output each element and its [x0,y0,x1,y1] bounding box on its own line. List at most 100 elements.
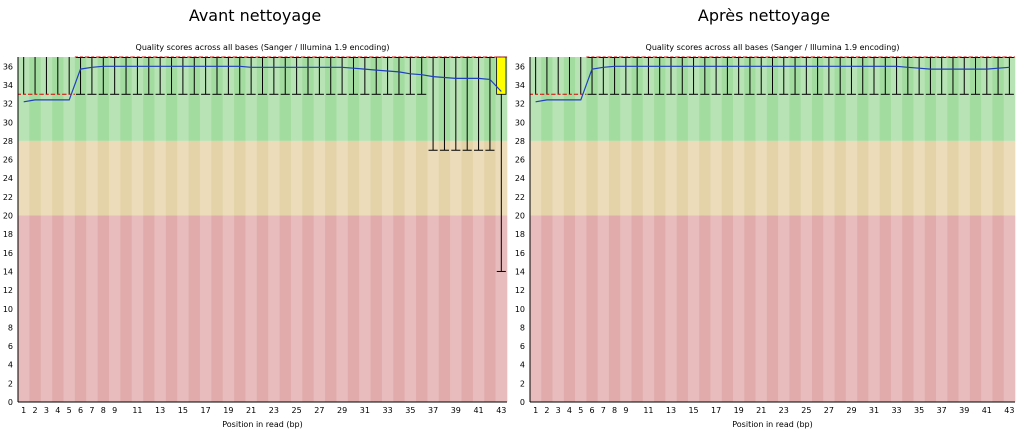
zone-good-stripe [234,57,246,141]
zone-poor-stripe [981,215,993,402]
y-tick-label: 26 [515,156,525,165]
zone-good-stripe [108,57,121,141]
x-tick-label: 35 [405,406,415,415]
zone-poor-stripe [992,215,1005,402]
zone-good-stripe [40,57,53,141]
x-tick-label: 33 [382,406,392,415]
zone-reasonable-stripe [699,140,711,216]
quality-chart-before: Quality scores across all bases (Sanger … [3,43,508,429]
x-tick-label: 23 [269,406,279,415]
zone-reasonable-stripe [586,140,598,216]
zone-good-stripe [699,57,711,141]
zone-poor-stripe [676,215,689,402]
x-tick-label: 8 [101,406,106,415]
zone-poor-stripe [687,215,700,402]
zone-poor-stripe [302,215,314,402]
zone-good-stripe [845,57,858,141]
zone-good-stripe [97,57,110,141]
zone-poor-stripe [370,215,383,402]
zone-poor-stripe [552,215,565,402]
zone-poor-stripe [131,215,144,402]
y-tick-label: 28 [3,137,13,146]
zone-reasonable-stripe [97,140,110,216]
zone-poor-stripe [290,215,303,402]
zone-poor-stripe [845,215,858,402]
zone-poor-stripe [924,215,937,402]
zone-poor-stripe [654,215,666,402]
x-tick-label: 7 [89,406,94,415]
x-tick-label: 13 [155,406,165,415]
zone-reasonable-stripe [245,140,258,216]
zone-poor-stripe [778,215,790,402]
x-tick-label: 8 [612,406,617,415]
zone-reasonable-stripe [325,140,337,216]
zone-good-stripe [981,57,993,141]
zone-good-stripe [290,57,303,141]
zone-reasonable-stripe [450,140,462,216]
zone-reasonable-stripe [461,140,474,216]
zone-good-stripe [131,57,144,141]
x-tick-label: 39 [451,406,461,415]
x-tick-label: 4 [567,406,572,415]
y-tick-label: 12 [515,286,525,295]
panel-heading: Après nettoyage [697,6,831,25]
zone-reasonable-stripe [642,140,655,216]
zone-poor-stripe [108,215,121,402]
zone-poor-stripe [222,215,235,402]
x-tick-label: 5 [578,406,583,415]
zone-reasonable-stripe [52,140,64,216]
zone-poor-stripe [427,215,440,402]
x-tick-label: 21 [246,406,256,415]
zone-good-stripe [120,57,133,141]
x-tick-label: 15 [688,406,698,415]
x-tick-label: 6 [78,406,83,415]
zone-poor-stripe [597,215,610,402]
y-tick-label: 28 [515,137,525,146]
zone-reasonable-stripe [393,140,405,216]
zone-good-stripe [211,57,223,141]
x-tick-label: 3 [556,406,561,415]
x-axis-label: Position in read (bp) [732,420,812,429]
zone-good-stripe [642,57,655,141]
zone-good-stripe [992,57,1005,141]
panel-before-cleaning: Avant nettoyage Quality scores across al… [3,6,508,429]
x-tick-label: 3 [44,406,49,415]
zone-good-stripe [755,57,768,141]
zone-poor-stripe [268,215,280,402]
zone-reasonable-stripe [845,140,858,216]
zone-good-stripe [541,57,553,141]
zone-poor-stripe [336,215,349,402]
x-tick-label: 1 [21,406,26,415]
y-tick-label: 20 [3,212,13,221]
y-tick-label: 14 [515,267,525,276]
x-tick-label: 6 [589,406,594,415]
x-tick-label: 37 [428,406,438,415]
zone-poor-stripe [199,215,212,402]
y-tick-label: 36 [515,62,525,71]
zone-reasonable-stripe [755,140,768,216]
zone-reasonable-stripe [211,140,223,216]
zone-reasonable-stripe [165,140,178,216]
zone-reasonable-stripe [427,140,440,216]
x-tick-label: 15 [178,406,188,415]
zone-poor-stripe [393,215,405,402]
zone-reasonable-stripe [890,140,903,216]
x-tick-label: 37 [937,406,947,415]
x-tick-label: 25 [801,406,811,415]
zone-good-stripe [766,57,779,141]
zone-good-stripe [890,57,903,141]
zone-reasonable-stripe [676,140,689,216]
zone-poor-stripe [416,215,428,402]
zone-reasonable-stripe [108,140,121,216]
zone-reasonable-stripe [18,140,30,216]
zone-good-stripe [924,57,937,141]
zone-reasonable-stripe [302,140,314,216]
zone-poor-stripe [642,215,655,402]
y-tick-label: 0 [520,398,525,407]
zone-reasonable-stripe [597,140,610,216]
zone-reasonable-stripe [177,140,189,216]
zone-good-stripe [416,57,428,141]
zone-good-stripe [969,57,982,141]
zone-reasonable-stripe [575,140,587,216]
x-tick-label: 27 [314,406,324,415]
